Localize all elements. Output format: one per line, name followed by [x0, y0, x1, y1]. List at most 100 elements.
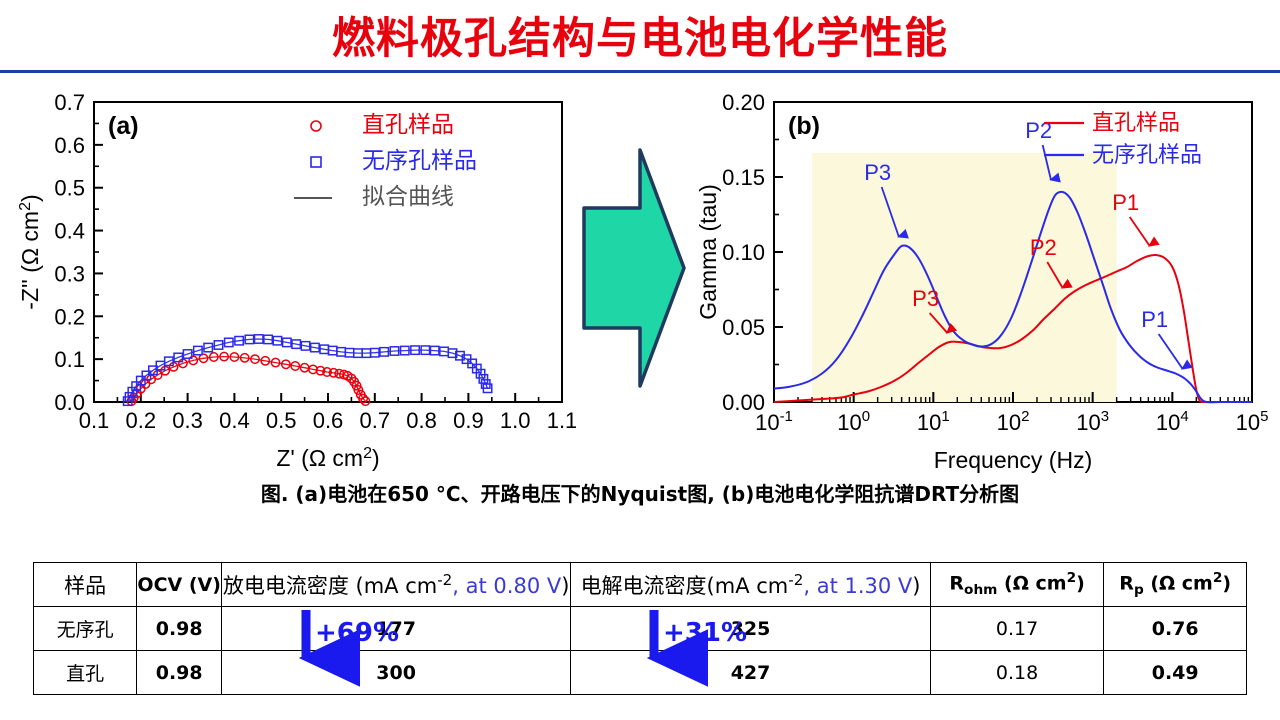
data-point	[420, 345, 431, 356]
title-bar: 燃料极孔结构与电池电化学性能	[0, 0, 1280, 73]
column-header-0: 样品	[32, 562, 138, 607]
x-tick-label: 102	[997, 408, 1030, 435]
legend-label: 无序孔样品	[362, 148, 477, 174]
data-point	[272, 335, 283, 346]
y-axis-label: Gamma (tau)	[695, 184, 721, 319]
data-point	[203, 342, 214, 353]
peak-arrow-icon	[928, 312, 958, 334]
rohm-value: 0.17	[929, 606, 1105, 651]
data-point	[270, 357, 281, 368]
data-point	[475, 368, 486, 379]
x-tick-label: 101	[917, 408, 950, 435]
data-point	[399, 345, 410, 356]
electrolysis-value: 325	[570, 606, 931, 651]
x-tick-label: 0.6	[313, 408, 344, 433]
results-table: 样品 OCV (V) 放电电流密度 (mA cm-2, at 0.80 V) 电解电流…	[32, 562, 1247, 695]
drt-curve	[773, 190, 1252, 404]
data-point	[315, 365, 326, 376]
data-point	[455, 350, 465, 361]
data-point	[124, 391, 135, 402]
rohm-value: 0.18	[929, 650, 1105, 695]
data-point	[198, 353, 209, 364]
data-point	[360, 396, 371, 407]
x-tick-label: 100	[837, 408, 870, 435]
x-tick-label: 0.4	[219, 408, 250, 433]
data-point	[223, 337, 234, 348]
legend-marker	[310, 120, 322, 132]
legend-label: 无序孔样品	[1092, 143, 1202, 168]
rp-value: 0.76	[1103, 606, 1247, 651]
data-point	[250, 354, 260, 365]
peak-arrow-icon	[880, 186, 909, 239]
table-header-row: 样品 OCV (V) 放电电流密度 (mA cm-2, at 0.80 V) 电解电流…	[32, 562, 1247, 607]
legend-label: 直孔样品	[362, 112, 454, 138]
sample-name: 无序孔	[32, 606, 138, 651]
data-point	[188, 355, 199, 366]
peak-label: P3	[864, 160, 891, 185]
table-row: 直孔 0.98 300 427 0.18 0.49	[32, 650, 1247, 695]
fit-line	[127, 338, 489, 402]
data-point	[429, 345, 440, 356]
y-tick-label: 0.20	[722, 90, 765, 115]
data-point	[192, 345, 203, 356]
x-tick-label: 10-1	[755, 408, 793, 435]
process-arrow	[578, 148, 688, 388]
discharge-value: 300	[221, 650, 572, 695]
data-point	[208, 352, 219, 362]
x-axis-label: Frequency (Hz)	[934, 447, 1092, 473]
x-tick-label: 1.1	[547, 408, 576, 433]
data-point	[308, 364, 318, 375]
y-tick-label: 0.00	[722, 390, 765, 415]
x-tick-label: 0.5	[266, 408, 297, 433]
discharge-value: 177	[221, 606, 572, 651]
data-point	[447, 348, 458, 359]
x-tick-label: 0.8	[406, 408, 437, 433]
x-tick-label: 0.3	[172, 408, 203, 433]
peak-label: P1	[1141, 307, 1168, 332]
title-divider	[0, 70, 1280, 73]
legend-marker	[310, 156, 322, 168]
peak-label: P2	[1025, 118, 1052, 143]
legend-label: 拟合曲线	[362, 184, 454, 210]
column-header-4: Rohm (Ω cm2)	[929, 562, 1105, 607]
data-point	[260, 355, 271, 366]
data-point	[358, 393, 369, 404]
data-point	[410, 345, 420, 356]
figure-caption: 图. (a)电池在650 °C、开路电压下的Nyquist图, (b)电池电化学…	[260, 482, 1020, 506]
data-point	[141, 370, 152, 381]
data-point	[219, 351, 230, 362]
column-header-2: 放电电流密度 (mA cm-2, at 0.80 V)	[221, 562, 572, 607]
y-tick-label: 0.6	[54, 133, 85, 158]
data-point	[482, 383, 493, 394]
data-point	[253, 334, 264, 344]
shaded-region	[812, 153, 1117, 402]
data-point	[389, 346, 400, 356]
drt-curve	[773, 253, 1252, 404]
data-point	[239, 352, 250, 363]
sample-name: 直孔	[32, 650, 138, 695]
page-title: 燃料极孔结构与电池电化学性能	[332, 14, 948, 64]
y-tick-label: 0.05	[722, 315, 765, 340]
y-tick-label: 0.2	[54, 304, 85, 329]
x-tick-label: 0.9	[453, 408, 484, 433]
column-header-1: OCV (V)	[136, 562, 223, 607]
data-point	[280, 359, 291, 370]
data-point	[244, 334, 255, 345]
data-point	[291, 339, 302, 350]
results-table-wrapper: 样品 OCV (V) 放电电流密度 (mA cm-2, at 0.80 V) 电解电流…	[32, 562, 1247, 696]
peak-arrow-icon	[1046, 261, 1073, 289]
data-point	[328, 367, 339, 378]
data-point	[353, 385, 364, 395]
peak-label: P2	[1030, 235, 1057, 260]
x-axis-label: Z' (Ω cm2)	[276, 445, 379, 471]
data-point	[234, 335, 245, 346]
data-point	[322, 367, 333, 377]
data-point	[182, 349, 193, 359]
panel-label: (a)	[108, 112, 139, 140]
peak-arrow-icon	[1128, 216, 1160, 247]
data-point	[263, 334, 274, 345]
y-tick-label: 0.4	[54, 219, 85, 244]
x-tick-label: 0.1	[79, 408, 110, 433]
y-axis-label: -Z'' (Ω cm2)	[17, 194, 43, 309]
y-tick-label: 0.5	[54, 176, 85, 201]
